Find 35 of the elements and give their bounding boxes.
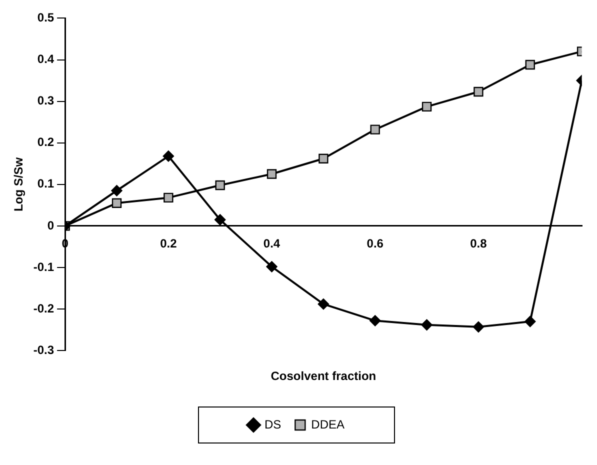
legend-label: DS xyxy=(264,417,282,432)
y-axis-title: Log S/Sw xyxy=(12,156,26,212)
point xyxy=(524,316,536,328)
point xyxy=(215,180,225,190)
point xyxy=(266,261,278,272)
point xyxy=(370,315,381,326)
x-tick-label: 0.6 xyxy=(366,236,384,250)
x-tick-label: 0.8 xyxy=(470,236,488,250)
x-axis-title: Cosolvent fraction xyxy=(270,368,376,383)
point xyxy=(111,185,122,196)
y-tick-label: -0.1 xyxy=(33,260,54,274)
point xyxy=(318,298,330,310)
y-tick-label: -0.3 xyxy=(33,342,54,357)
point xyxy=(162,150,174,162)
y-tick-label: 0 xyxy=(47,218,54,232)
y-tick-label: 0.3 xyxy=(37,94,54,108)
x-tick-label: 0.2 xyxy=(160,236,178,250)
y-tick-label: 0.5 xyxy=(37,10,54,25)
point xyxy=(472,321,484,333)
x-tick-label: 0.4 xyxy=(263,236,280,250)
y-tick-label: 0.2 xyxy=(37,135,54,150)
point xyxy=(112,198,122,208)
y-tick-label: -0.2 xyxy=(33,301,54,316)
y-tick-label: 0.1 xyxy=(37,176,54,191)
point xyxy=(214,214,226,226)
point xyxy=(318,154,328,164)
point xyxy=(474,86,484,97)
point xyxy=(525,60,535,70)
point xyxy=(266,169,277,179)
point xyxy=(422,102,432,112)
legend-label: DDEA xyxy=(311,417,345,432)
y-tick-label: 0.4 xyxy=(37,52,54,66)
point xyxy=(421,319,432,330)
point xyxy=(370,124,380,134)
point xyxy=(164,192,174,203)
